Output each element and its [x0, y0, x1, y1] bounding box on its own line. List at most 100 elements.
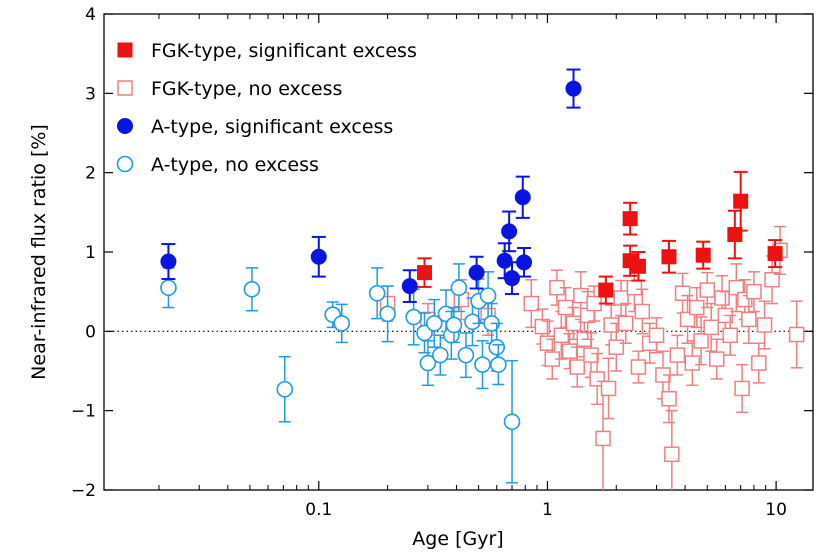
marker-circle — [401, 278, 418, 295]
data-point-square — [417, 257, 433, 288]
data-point-circle — [474, 340, 491, 390]
axis-ticks: −2 −1 0 1 2 3 4 0.1 1 10 — [71, 5, 813, 520]
marker-square — [661, 391, 677, 407]
data-point-square — [684, 340, 701, 387]
data-point-circle — [565, 68, 582, 109]
marker-circle — [425, 315, 443, 332]
marker-square — [664, 446, 680, 463]
marker-circle — [379, 305, 396, 323]
data-point-circle — [450, 263, 468, 313]
data-point-square — [674, 272, 691, 314]
legend-marker-square — [117, 42, 133, 58]
data-point-circle — [514, 175, 531, 219]
data-point-square — [622, 244, 638, 277]
marker-circle — [450, 279, 468, 297]
marker-square — [630, 359, 647, 375]
marker-square — [648, 327, 665, 344]
marker-square — [669, 347, 686, 363]
data-point-square — [595, 380, 611, 490]
data-point-circle — [368, 267, 386, 320]
data-point-square — [661, 374, 677, 424]
marker-circle — [490, 356, 507, 373]
y-tick-label: 3 — [85, 84, 96, 104]
legend-entry: FGK-type, no excess — [117, 78, 342, 100]
marker-square — [573, 287, 589, 304]
data-point-square — [630, 350, 647, 384]
data-point-circle — [379, 285, 396, 343]
data-point-circle — [401, 269, 418, 303]
y-tick-label: 0 — [85, 322, 96, 342]
marker-square — [734, 380, 750, 397]
data-point-circle — [501, 210, 518, 253]
marker-circle — [419, 354, 437, 372]
data-point-square — [661, 239, 677, 274]
marker-square — [608, 339, 625, 355]
data-point-square — [679, 294, 696, 344]
marker-square — [589, 371, 605, 387]
marker-square — [565, 315, 582, 332]
data-point-circle — [333, 303, 351, 344]
data-point-square — [553, 310, 570, 360]
legend-label: A-type, significant excess — [151, 116, 393, 138]
marker-square — [583, 347, 599, 363]
data-point-square — [728, 263, 745, 313]
marker-circle — [488, 338, 506, 356]
data-point-square — [764, 255, 780, 305]
marker-square — [674, 285, 691, 302]
marker-square — [788, 326, 805, 343]
legend: FGK-type, significant excess FGK-type, no… — [116, 40, 417, 176]
marker-circle — [160, 279, 177, 297]
data-point-square — [648, 317, 665, 354]
marker-square — [684, 355, 701, 371]
legend-marker-circle — [116, 155, 134, 173]
marker-square — [417, 265, 433, 281]
legend-entry: A-type, significant excess — [117, 116, 393, 138]
marker-square — [613, 290, 629, 306]
marker-circle — [464, 313, 481, 331]
marker-square — [600, 380, 617, 397]
marker-square — [595, 430, 611, 447]
marker-square — [626, 279, 643, 296]
marker-circle — [565, 80, 582, 97]
marker-square — [693, 333, 709, 349]
data-point-circle — [468, 255, 485, 290]
data-point-square — [598, 275, 614, 305]
marker-square — [708, 351, 725, 367]
marker-circle — [514, 189, 531, 206]
marker-square — [617, 315, 634, 332]
data-point-square — [523, 279, 540, 329]
data-point-square — [586, 285, 602, 322]
marker-square — [703, 319, 719, 336]
legend-entry: A-type, no excess — [116, 154, 319, 176]
data-point-circle — [276, 355, 294, 423]
data-point-square — [733, 170, 749, 232]
marker-circle — [310, 248, 327, 265]
legend-entry: FGK-type, significant excess — [117, 40, 417, 62]
marker-square — [534, 318, 551, 335]
data-point-square — [734, 363, 750, 414]
data-point-square — [693, 316, 709, 366]
data-point-square — [722, 314, 738, 356]
marker-square — [733, 193, 749, 209]
legend-marker-square — [117, 80, 133, 96]
marker-square — [634, 303, 651, 320]
data-point-square — [622, 201, 638, 236]
data-point-circle — [445, 306, 463, 344]
marker-square — [695, 247, 711, 263]
y-tick-label: −2 — [71, 481, 96, 501]
data-point-square — [630, 251, 646, 282]
legend-label: A-type, no excess — [151, 154, 319, 176]
marker-square — [751, 355, 767, 371]
x-tick-label: 0.1 — [305, 500, 332, 520]
marker-square — [746, 283, 762, 300]
x-axis-label: Age [Gyr] — [412, 528, 503, 550]
marker-circle — [276, 380, 294, 398]
marker-circle — [457, 346, 475, 364]
marker-square — [598, 282, 614, 298]
y-tick-label: 4 — [85, 5, 96, 25]
x-tick-label: 10 — [765, 500, 787, 520]
data-point-square — [583, 332, 599, 379]
data-point-square — [788, 300, 805, 369]
data-point-circle — [490, 344, 507, 386]
marker-square — [523, 295, 540, 312]
